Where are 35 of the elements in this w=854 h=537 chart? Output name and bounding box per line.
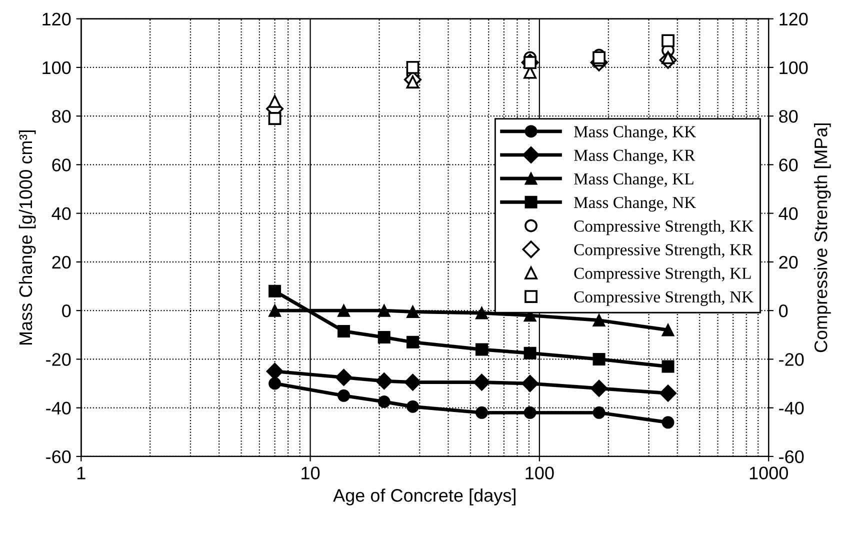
x-tick-label: 100 — [526, 466, 554, 480]
x-tick-label: 10 — [302, 466, 320, 480]
y2-tick-label: 0 — [779, 304, 788, 318]
y2-tick-label: -60 — [779, 450, 804, 464]
legend-label: Mass Change, KK — [574, 126, 696, 141]
y2-tick-label: 80 — [779, 110, 798, 123]
x-axis-title: Age of Concrete [days] — [333, 488, 516, 506]
legend-label: Compressive Strength, KR — [574, 244, 753, 259]
y2-tick-label: 20 — [779, 256, 798, 269]
legend-label: Compressive Strength, KK — [574, 220, 754, 236]
y-axis-title: Mass Change [g/1000 cm³] — [18, 130, 36, 345]
x-tick-label: 1 — [77, 466, 86, 480]
y2-tick-label: 40 — [778, 207, 798, 220]
y2-tick-label: -20 — [779, 353, 804, 366]
x-tick-label: 1000 — [750, 466, 788, 480]
y2-tick-label: 100 — [780, 61, 808, 74]
legend-label: Mass Change, KR — [574, 149, 696, 164]
legend-label: Mass Change, KL — [574, 172, 694, 188]
y2-tick-label: 60 — [779, 158, 798, 172]
y2-axis-title: Compressive Strength [MPa] — [814, 124, 831, 352]
y-tick-label: -40 — [46, 402, 71, 415]
y-tick-label: 100 — [42, 61, 71, 74]
y2-tick-label: 120 — [780, 12, 808, 26]
y-tick-label: 20 — [52, 256, 71, 269]
legend-label: Compressive Strength, NK — [574, 290, 754, 306]
legend-label: Mass Change, NK — [574, 196, 696, 212]
y-tick-label: 80 — [52, 110, 71, 123]
legend-label: Compressive Strength, KL — [574, 267, 751, 282]
y-tick-label: -60 — [46, 450, 71, 464]
y-tick-label: -20 — [46, 353, 71, 366]
y-tick-label: 40 — [52, 207, 71, 220]
y-tick-label: 0 — [62, 304, 71, 318]
y2-tick-label: -40 — [779, 402, 804, 415]
y-tick-label: 120 — [42, 12, 71, 26]
y-tick-label: 60 — [52, 158, 71, 172]
